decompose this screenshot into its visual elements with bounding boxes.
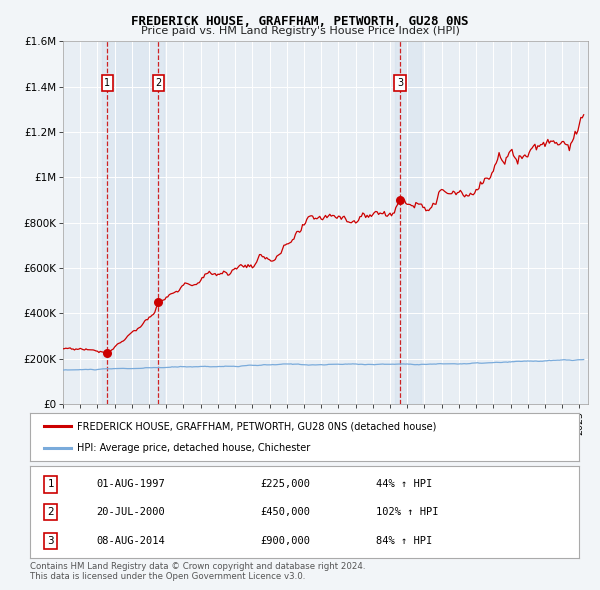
Bar [395, 41, 421, 404]
Text: Price paid vs. HM Land Registry's House Price Index (HPI): Price paid vs. HM Land Registry's House … [140, 26, 460, 36]
Text: 2: 2 [155, 78, 161, 88]
Text: 20-JUL-2000: 20-JUL-2000 [96, 507, 164, 517]
Text: 1: 1 [104, 78, 110, 88]
Text: £900,000: £900,000 [260, 536, 311, 546]
Text: 102% ↑ HPI: 102% ↑ HPI [376, 507, 439, 517]
Text: 84% ↑ HPI: 84% ↑ HPI [376, 536, 432, 546]
Text: This data is licensed under the Open Government Licence v3.0.: This data is licensed under the Open Gov… [30, 572, 305, 581]
Text: 44% ↑ HPI: 44% ↑ HPI [376, 480, 432, 489]
Text: 1: 1 [47, 480, 54, 489]
Bar [102, 41, 164, 404]
Text: 3: 3 [47, 536, 54, 546]
Text: HPI: Average price, detached house, Chichester: HPI: Average price, detached house, Chic… [77, 443, 310, 453]
Text: £225,000: £225,000 [260, 480, 311, 489]
Text: FREDERICK HOUSE, GRAFFHAM, PETWORTH, GU28 0NS: FREDERICK HOUSE, GRAFFHAM, PETWORTH, GU2… [131, 15, 469, 28]
Text: 3: 3 [397, 78, 403, 88]
Text: Contains HM Land Registry data © Crown copyright and database right 2024.: Contains HM Land Registry data © Crown c… [30, 562, 365, 571]
Text: 2: 2 [47, 507, 54, 517]
Text: FREDERICK HOUSE, GRAFFHAM, PETWORTH, GU28 0NS (detached house): FREDERICK HOUSE, GRAFFHAM, PETWORTH, GU2… [77, 421, 436, 431]
Text: 08-AUG-2014: 08-AUG-2014 [96, 536, 164, 546]
Text: £450,000: £450,000 [260, 507, 311, 517]
Text: 01-AUG-1997: 01-AUG-1997 [96, 480, 164, 489]
